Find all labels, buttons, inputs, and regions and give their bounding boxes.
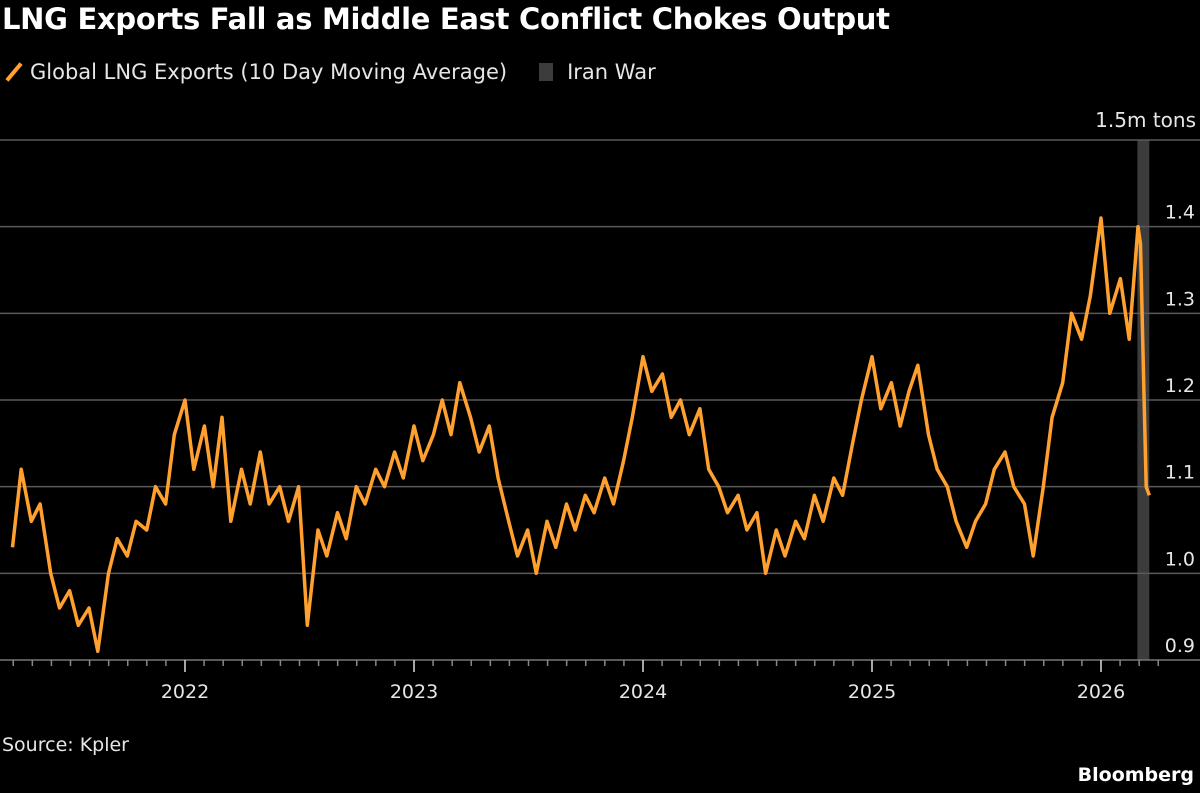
y-tick-label: 1.3 — [1165, 288, 1195, 310]
bloomberg-logo: Bloomberg — [1077, 764, 1194, 786]
x-tick-label: 2025 — [848, 681, 896, 703]
x-tick-label: 2022 — [161, 681, 209, 703]
legend-label-exports: Global LNG Exports (10 Day Moving Averag… — [30, 60, 508, 84]
legend-label-iran-war: Iran War — [567, 60, 656, 84]
y-axis-unit-label: 1.5m tons — [1095, 108, 1196, 132]
y-tick-label: 1.4 — [1165, 202, 1195, 224]
series-line-lng-exports — [10, 216, 1151, 654]
y-tick-label: 0.9 — [1165, 635, 1195, 657]
source-note: Source: Kpler — [2, 734, 129, 756]
x-tick-label: 2026 — [1077, 681, 1125, 703]
y-tick-label: 1.1 — [1165, 462, 1195, 484]
legend: Global LNG Exports (10 Day Moving Averag… — [4, 60, 656, 84]
x-tick-label: 2024 — [619, 681, 667, 703]
y-tick-label: 1.0 — [1165, 548, 1195, 570]
y-tick-label: 1.2 — [1165, 375, 1195, 397]
legend-band-swatch — [539, 63, 554, 81]
chart-title: LNG Exports Fall as Middle East Conflict… — [2, 2, 890, 36]
x-tick-label: 2023 — [390, 681, 438, 703]
